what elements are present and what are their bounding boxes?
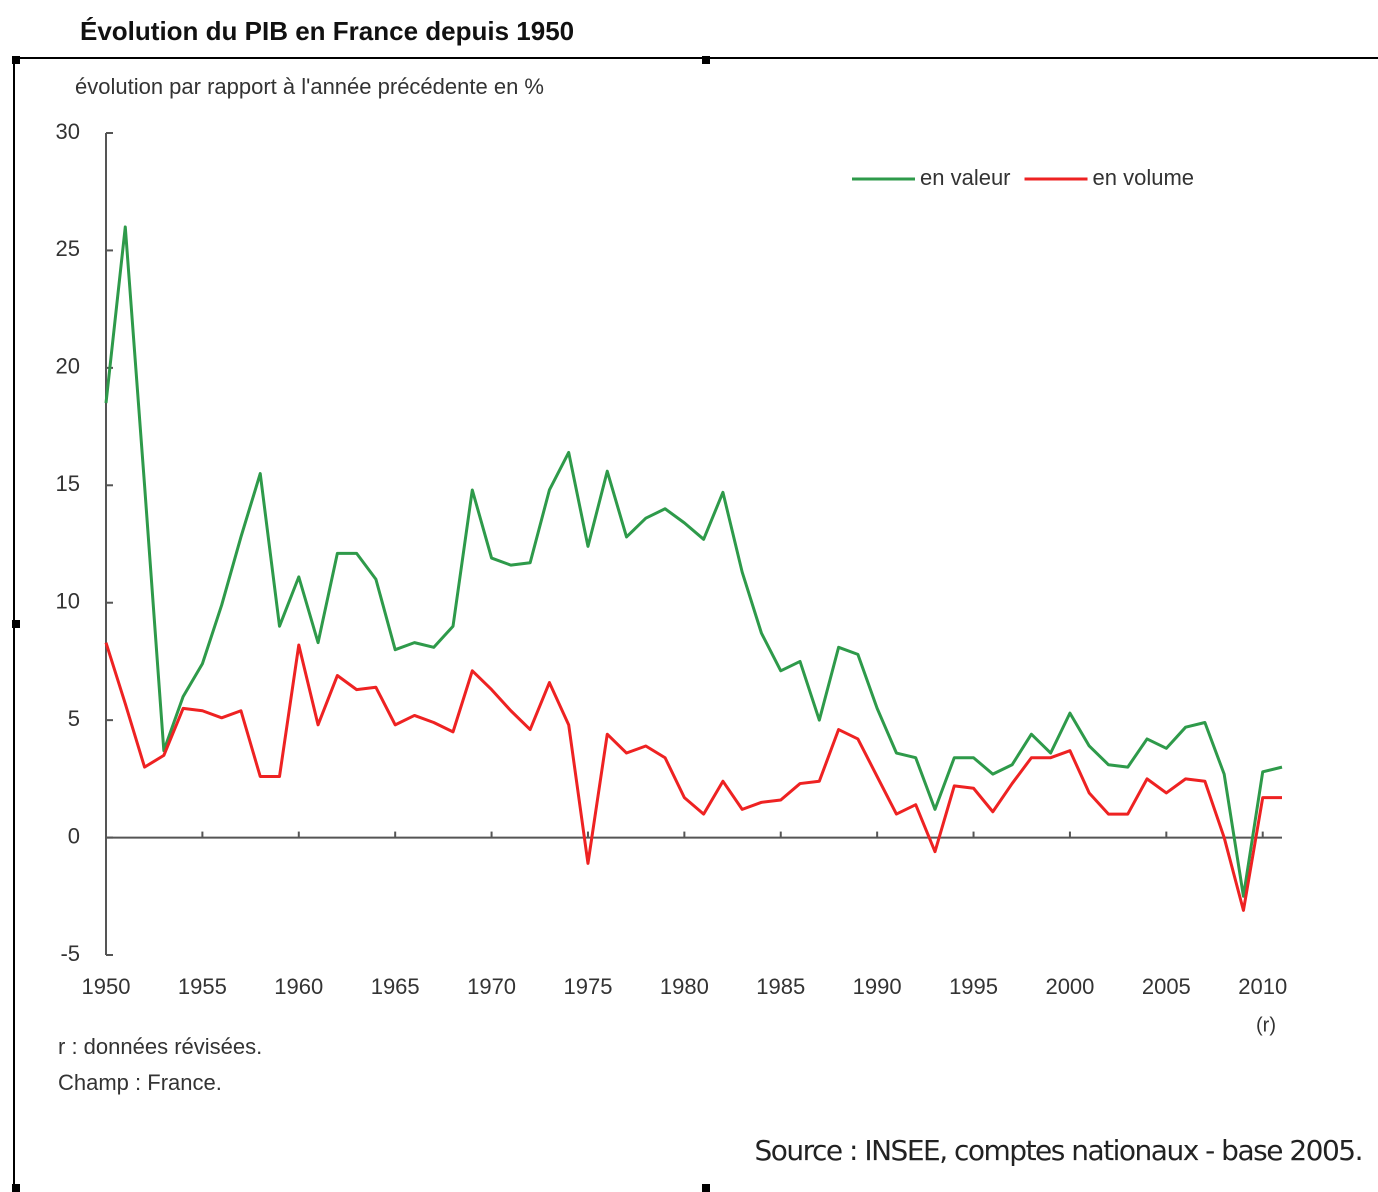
note: Champ : France. bbox=[58, 1070, 222, 1095]
x-tick-label: 1955 bbox=[178, 974, 227, 999]
chart-subtitle: évolution par rapport à l'année précéden… bbox=[75, 74, 544, 99]
y-tick-label: 30 bbox=[56, 119, 80, 144]
y-tick-label: -5 bbox=[60, 941, 80, 966]
x-note: (r) bbox=[1256, 1014, 1276, 1036]
y-tick-label: 25 bbox=[56, 236, 80, 261]
x-tick-label: 1990 bbox=[853, 974, 902, 999]
handle bbox=[12, 56, 20, 64]
x-tick-label: 1980 bbox=[660, 974, 709, 999]
note: r : données révisées. bbox=[58, 1034, 262, 1059]
y-tick-label: 0 bbox=[68, 823, 80, 848]
y-tick-label: 5 bbox=[68, 706, 80, 731]
x-tick-label: 1965 bbox=[371, 974, 420, 999]
source: Source : INSEE, comptes nationaux - base… bbox=[754, 1134, 1362, 1167]
data-line bbox=[104, 642, 1282, 912]
handle bbox=[12, 620, 20, 628]
x-tick-label: 2000 bbox=[1045, 974, 1094, 999]
y-tick-label: 20 bbox=[56, 354, 80, 379]
handle bbox=[702, 56, 710, 64]
y-tick-label: 10 bbox=[56, 589, 80, 614]
x-tick-label: 1995 bbox=[949, 974, 998, 999]
chart-title: Évolution du PIB en France depuis 1950 bbox=[80, 16, 574, 46]
x-tick-label: 2005 bbox=[1142, 974, 1191, 999]
handle bbox=[12, 1184, 20, 1192]
x-tick-label: 1970 bbox=[467, 974, 516, 999]
x-tick-label: 1950 bbox=[82, 974, 131, 999]
legend-label: en volume bbox=[1093, 165, 1195, 190]
legend-label: en valeur bbox=[920, 165, 1011, 190]
x-tick-label: 1985 bbox=[756, 974, 805, 999]
data-line bbox=[104, 225, 1283, 898]
x-tick-label: 2010 bbox=[1238, 974, 1287, 999]
x-tick-label: 1960 bbox=[274, 974, 323, 999]
y-tick-label: 15 bbox=[56, 471, 80, 496]
handle bbox=[702, 1184, 710, 1192]
x-tick-label: 1975 bbox=[563, 974, 612, 999]
